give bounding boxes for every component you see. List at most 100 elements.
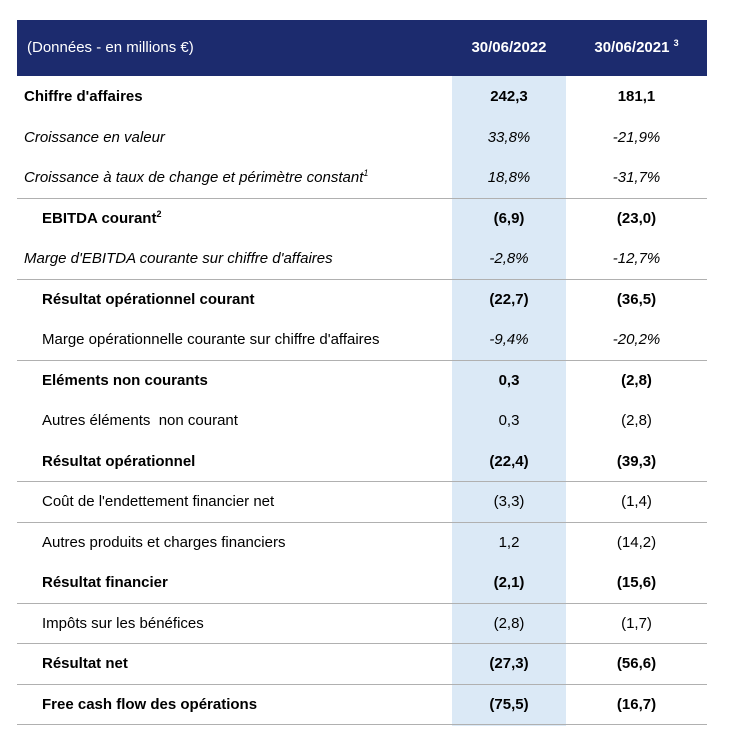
footnote-mark: 2 [156,208,162,219]
label-text: Résultat opérationnel courant [42,290,255,308]
row-separator [17,278,707,280]
cell-value: -9,4% [489,331,529,348]
cell-value: 1,2 [498,533,520,551]
cell-value: (2,8) [621,371,652,389]
label-text: Free cash flow des opérations [42,695,258,713]
cell-value: (22,7) [489,290,529,308]
cell-value: (3,3) [493,493,525,510]
label-text: Croissance en valeur [24,128,165,146]
footnote-mark: 1 [363,168,369,178]
label-text: Résultat opérationnel [42,452,196,470]
cell-value: (2,8) [621,412,652,429]
header-label: (Données - en millions €) [27,39,194,56]
cell-value: 0,3 [498,371,520,389]
row-label: Résultat opérationnel [42,442,195,483]
label-text: Marge d'EBITDA courante sur chiffre d'af… [24,250,333,267]
table-row: Marge opérationnelle courante sur chiffr… [17,320,707,361]
row-separator [17,683,707,685]
cell-value: (75,5) [489,695,529,713]
table-row: Marge d'EBITDA courante sur chiffre d'af… [17,239,707,280]
table-row: Autres produits et charges financiers 1,2… [17,523,707,564]
cell-value: -21,9% [612,128,661,146]
cell-value: (23,0) [616,209,657,227]
column-header: 30/06/2021 3 [566,20,707,76]
row-separator [17,359,707,361]
row-label: Impôts sur les bénéfices [42,604,204,645]
row-label: Résultat net [42,644,128,685]
label-text: Marge opérationnelle courante sur chiffr… [42,331,380,348]
label-text: Résultat financier [42,574,168,591]
row-separator [17,197,707,199]
row-label: Résultat opérationnel courant [42,280,255,321]
cell-value: -12,7% [612,250,661,267]
row-label: Croissance à taux de change et périmètre… [24,158,368,199]
table-row: Croissance à taux de change et périmètre… [17,158,707,199]
table-row: Free cash flow des opérations (75,5) (16,7… [17,685,707,726]
row-label: Croissance en valeur [24,118,165,159]
table-row: Résultat opérationnel courant (22,7) (36,5… [17,280,707,321]
row-label: Autres produits et charges financiers [42,523,285,564]
label-text: Chiffre d'affaires [24,88,143,105]
highlight-column [452,76,566,726]
row-label: Marge opérationnelle courante sur chiffr… [42,320,380,361]
row-separator [17,724,707,725]
label-text: Coût de l'endettement financier net [42,493,275,510]
table-row: EBITDA courant2 (6,9) (23,0) [17,199,707,240]
table-row: Impôts sur les bénéfices (2,8) (1,7) [17,604,707,645]
table-row: Résultat net (27,3) (56,6) [17,644,707,685]
cell-value: 18,8% [487,169,531,186]
row-label: Chiffre d'affaires [24,77,143,118]
cell-value: (56,6) [616,655,657,672]
cell-value: (22,4) [489,452,529,470]
cell-value: (27,3) [489,655,529,672]
row-separator [17,521,707,523]
row-label: Free cash flow des opérations [42,685,257,726]
cell-value: (39,3) [616,452,657,470]
column-header: 30/06/2022 [452,20,566,76]
column-date: 30/06/2022 [471,39,547,56]
cell-value: -2,8% [489,250,529,267]
row-label: Eléments non courants [42,361,208,402]
table-row: Croissance en valeur 33,8% -21,9% [17,118,707,159]
cell-value: (6,9) [493,209,525,227]
cell-value: 0,3 [498,412,520,429]
column-date: 30/06/2021 [594,39,670,56]
cell-value: -20,2% [612,331,661,348]
row-label: EBITDA courant2 [42,199,161,240]
table-row: Résultat financier (2,1) (15,6) [17,563,707,604]
cell-value: (1,4) [621,493,652,510]
cell-value: (15,6) [616,574,657,591]
cell-value: (2,1) [493,574,525,591]
cell-value: (36,5) [616,290,657,308]
table-row: Résultat opérationnel (22,4) (39,3) [17,442,707,483]
label-text: Autres éléments non courant [42,412,238,429]
label-text: Croissance à taux de change et périmètre… [24,169,364,186]
cell-value: (1,7) [621,614,652,632]
label-text: Résultat net [42,655,128,672]
row-separator [17,602,707,604]
cell-value: 33,8% [487,128,531,146]
row-label: Résultat financier [42,563,168,604]
table-row: Autres éléments non courant 0,3 (2,8) [17,401,707,442]
cell-value: (14,2) [616,533,657,551]
table-header: (Données - en millions €) 30/06/2022 30/… [17,20,707,76]
footnote-mark: 3 [673,38,679,48]
cell-value: (2,8) [493,614,525,632]
label-text: EBITDA courant [42,209,157,227]
label-text: Eléments non courants [42,371,208,389]
row-separator [17,481,707,482]
cell-value: 181,1 [617,88,656,105]
cell-value: 242,3 [490,88,528,105]
row-label: Marge d'EBITDA courante sur chiffre d'af… [24,239,333,280]
row-label: Autres éléments non courant [42,401,238,442]
table-row: Chiffre d'affaires 242,3 181,1 [17,77,707,118]
label-text: Impôts sur les bénéfices [42,614,204,632]
table-row: Eléments non courants 0,3 (2,8) [17,361,707,402]
cell-value: (16,7) [616,695,657,713]
label-text: Autres produits et charges financiers [42,533,286,551]
table-row: Coût de l'endettement financier net (3,3)… [17,482,707,523]
cell-value: -31,7% [612,169,661,186]
row-separator [17,643,707,644]
row-label: Coût de l'endettement financier net [42,482,274,523]
